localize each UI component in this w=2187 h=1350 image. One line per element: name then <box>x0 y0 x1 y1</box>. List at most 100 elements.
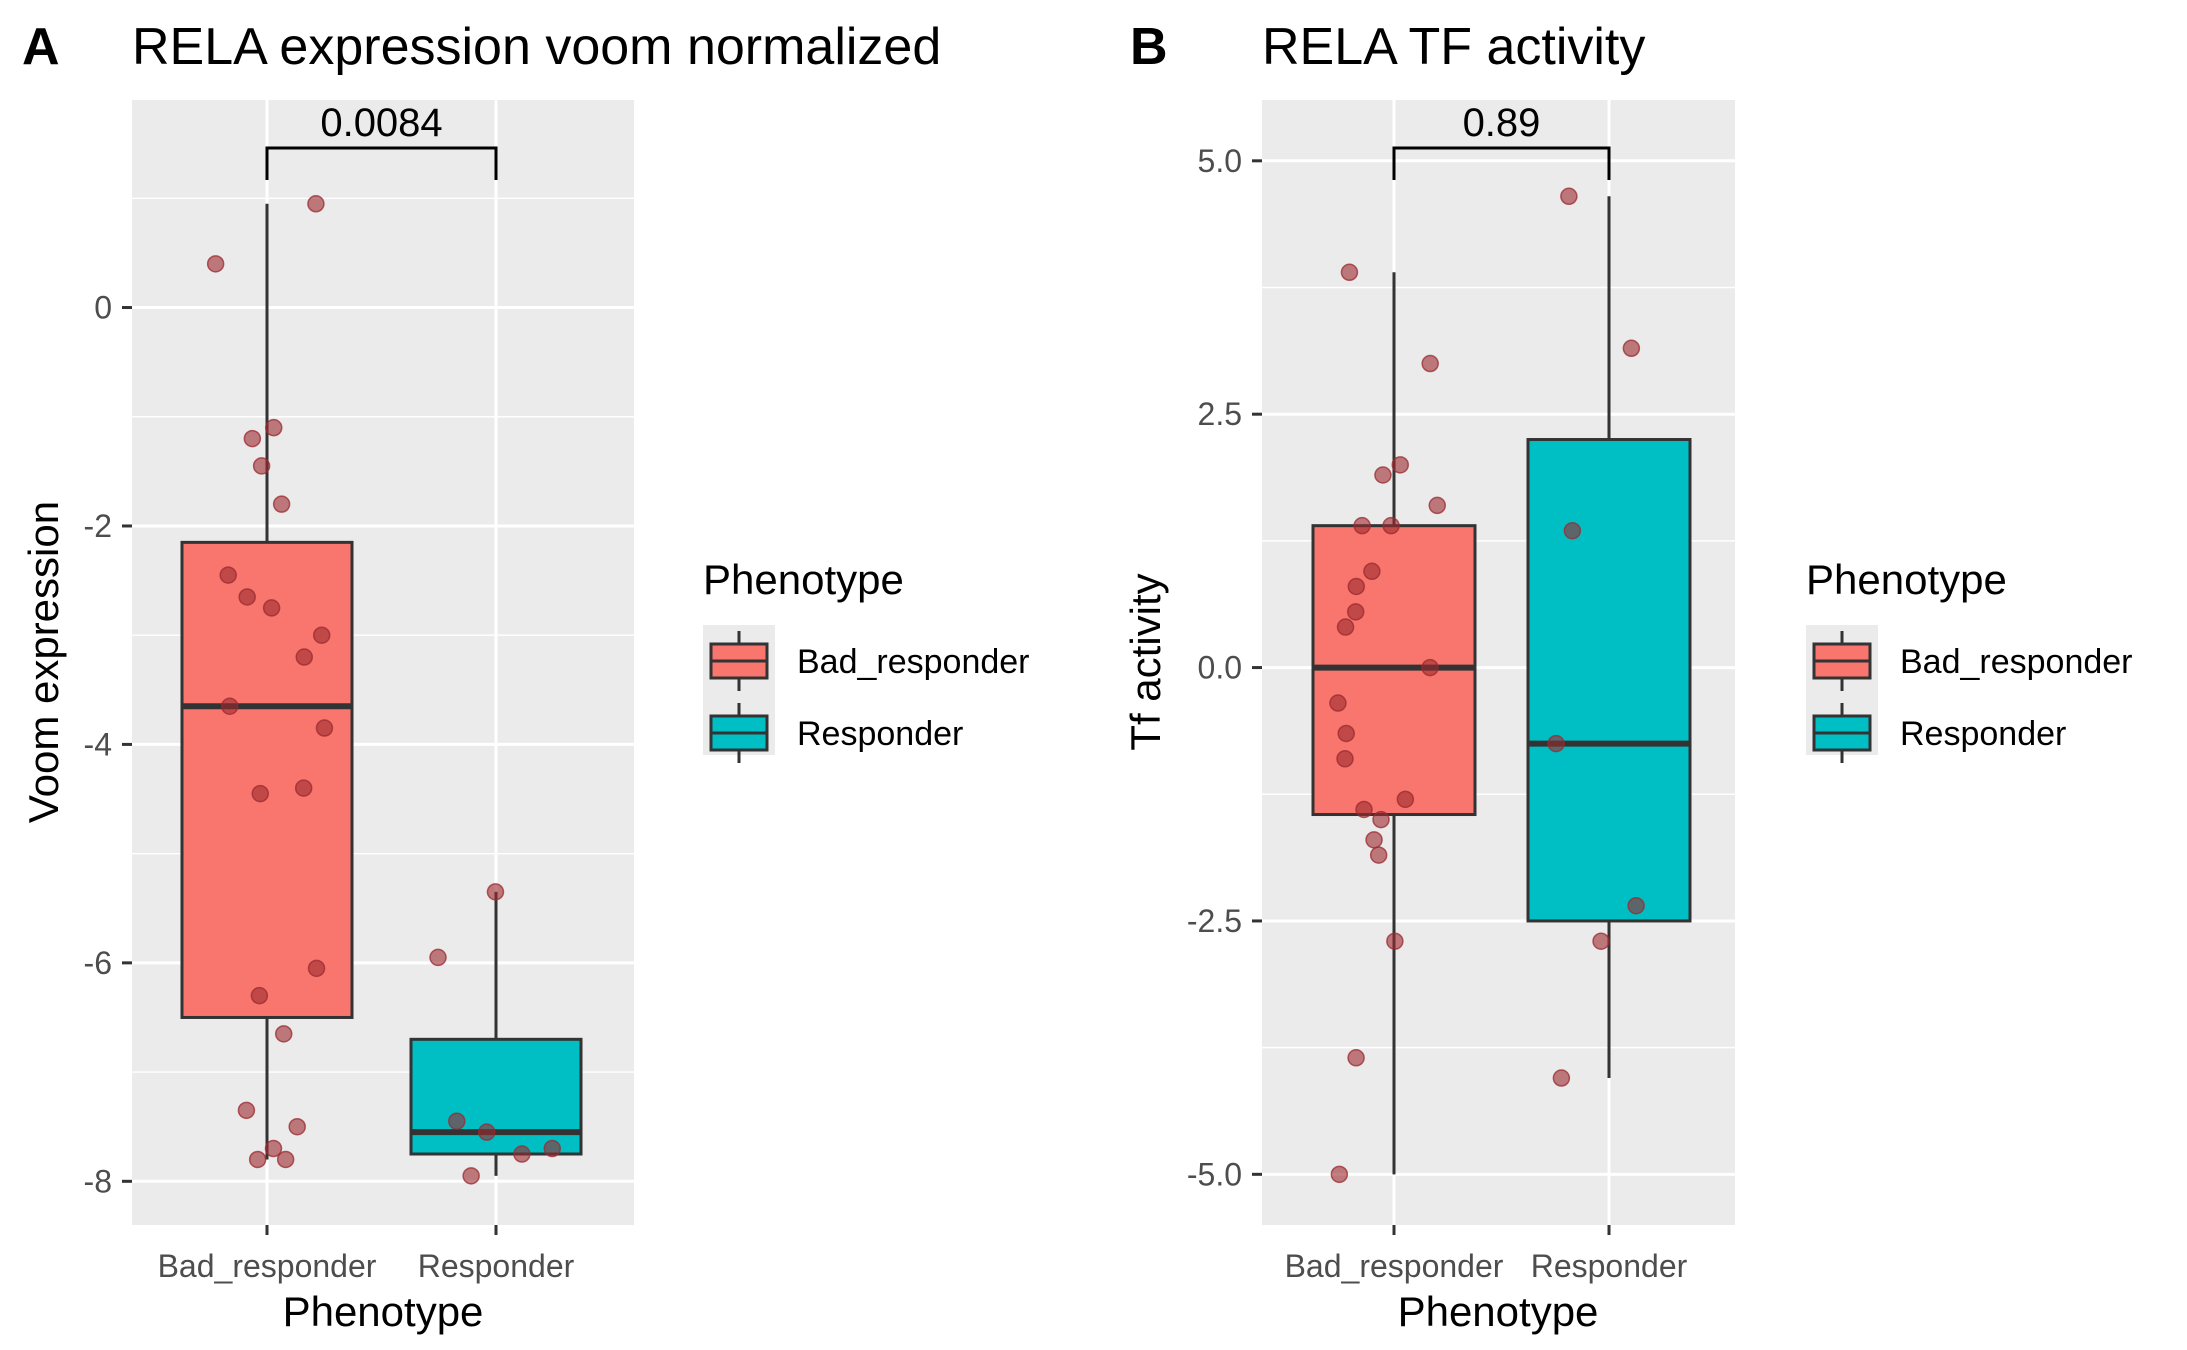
data-point-responder <box>429 948 447 967</box>
panel-b-title: RELA TF activity <box>1262 18 1645 76</box>
data-point-bad-responder <box>248 1150 267 1169</box>
data-point-bad-responder <box>251 784 270 803</box>
data-point-bad-responder <box>1396 790 1415 809</box>
panel-b-y-ticks: 5.0 2.5 0.0 -2.5 -5.0 <box>1187 143 1262 1192</box>
panel-a-x-ticks: Bad_responder Responder <box>158 1225 575 1284</box>
data-point-bad-responder <box>1340 263 1359 282</box>
y-tick-label: 5.0 <box>1198 143 1242 179</box>
data-point-bad-responder <box>1428 496 1447 515</box>
data-point-bad-responder <box>1386 932 1404 950</box>
panel-b-legend: Phenotype Bad_responder Responder <box>1806 556 2133 763</box>
data-point-responder <box>1622 339 1641 358</box>
box-responder <box>1526 438 1692 923</box>
data-point-bad-responder <box>307 959 326 978</box>
y-tick-label: -2.5 <box>1187 903 1242 939</box>
data-point-responder <box>1547 734 1565 753</box>
data-point-bad-responder <box>250 986 269 1005</box>
panel-b-legend-title: Phenotype <box>1806 556 2007 603</box>
panel-a-p-value: 0.0084 <box>320 101 442 145</box>
data-point-bad-responder <box>1369 846 1388 864</box>
x-tick-label-bad-responder: Bad_responder <box>1285 1248 1504 1284</box>
panel-a-comparison-bracket <box>265 146 498 180</box>
y-tick-label: -8 <box>84 1163 112 1199</box>
data-point-bad-responder <box>1355 800 1373 819</box>
panel-b-comparison-bracket <box>1392 146 1611 180</box>
data-point-bad-responder <box>1365 831 1383 849</box>
data-point-responder <box>448 1112 466 1130</box>
panel-b: B RELA TF activity 0.89 5.0 2.5 0.0 -2.5 -5.… <box>1122 18 1735 1335</box>
panel-a-legend-keys <box>709 631 769 763</box>
data-point-bad-responder <box>294 779 313 797</box>
box-bad-responder <box>180 540 354 1019</box>
x-tick-label-bad-responder: Bad_responder <box>158 1248 377 1284</box>
data-point-bad-responder <box>206 255 225 273</box>
panel-a-legend-title: Phenotype <box>703 556 904 603</box>
y-tick-label: 0 <box>94 290 112 326</box>
data-point-responder <box>1563 521 1582 540</box>
data-point-bad-responder <box>243 429 262 448</box>
data-point-bad-responder <box>276 1150 295 1169</box>
x-tick-label-responder: Responder <box>1531 1248 1688 1284</box>
data-point-bad-responder <box>252 457 271 475</box>
data-point-bad-responder <box>295 648 314 666</box>
data-point-bad-responder <box>1372 810 1390 829</box>
panel-a-legend-label-bad-responder: Bad_responder <box>797 643 1030 681</box>
data-point-bad-responder <box>272 495 291 513</box>
panel-b-letter: B <box>1130 18 1168 76</box>
data-point-bad-responder <box>237 1101 256 1120</box>
data-point-bad-responder <box>315 719 334 737</box>
y-tick-label: -2 <box>84 508 112 544</box>
y-tick-label: -5.0 <box>1187 1156 1242 1192</box>
y-tick-label: -6 <box>84 945 112 981</box>
data-point-bad-responder <box>264 1139 283 1158</box>
data-point-bad-responder <box>262 599 281 617</box>
panel-a-y-ticks: 0 -2 -4 -6 -8 <box>84 290 132 1199</box>
data-point-responder <box>477 1123 496 1141</box>
data-point-bad-responder <box>1374 466 1392 484</box>
data-point-bad-responder <box>1363 562 1381 581</box>
data-point-bad-responder <box>1329 694 1347 712</box>
data-point-bad-responder <box>1353 516 1371 535</box>
data-point-bad-responder <box>1391 456 1410 474</box>
panel-a-legend-label-responder: Responder <box>797 715 963 753</box>
data-point-responder <box>1592 932 1610 950</box>
panel-a-x-axis-title: Phenotype <box>283 1288 484 1335</box>
panel-b-x-axis-title: Phenotype <box>1398 1288 1599 1335</box>
data-point-bad-responder <box>1337 724 1355 743</box>
y-tick-label: 2.5 <box>1198 396 1242 432</box>
data-point-bad-responder <box>274 1025 293 1043</box>
data-point-bad-responder <box>288 1117 306 1136</box>
data-point-bad-responder <box>1336 750 1354 768</box>
panel-a-title: RELA expression voom normalized <box>132 18 941 76</box>
data-point-responder <box>1627 896 1645 915</box>
data-point-bad-responder <box>265 418 283 437</box>
box-responder <box>409 1037 583 1156</box>
data-point-bad-responder <box>238 588 256 606</box>
data-point-responder <box>486 883 505 901</box>
data-point-responder <box>1560 187 1578 206</box>
data-point-responder <box>543 1139 562 1158</box>
panel-a-points <box>206 195 562 1185</box>
data-point-bad-responder <box>1347 577 1366 596</box>
panel-b-points <box>1329 187 1645 1184</box>
data-point-responder <box>513 1145 531 1163</box>
panel-a-boxes <box>180 203 583 1176</box>
data-point-responder <box>462 1167 480 1185</box>
panel-b-legend-label-bad-responder: Bad_responder <box>1900 643 2133 681</box>
data-point-bad-responder <box>1421 354 1439 373</box>
comparison-bracket-line <box>1392 146 1611 180</box>
panel-b-y-axis-title: Tf activity <box>1122 573 1169 750</box>
data-point-bad-responder <box>1347 1049 1365 1067</box>
data-point-bad-responder <box>219 566 237 584</box>
data-point-bad-responder <box>1336 618 1355 636</box>
data-point-bad-responder <box>312 626 331 644</box>
data-point-bad-responder <box>307 195 325 213</box>
data-point-bad-responder <box>1382 516 1400 535</box>
panel-a: A RELA expression voom normalized 0.0084… <box>20 18 941 1335</box>
data-point-bad-responder <box>221 697 239 715</box>
data-point-bad-responder <box>1346 603 1365 621</box>
x-tick-label-responder: Responder <box>418 1248 575 1284</box>
panel-b-legend-label-responder: Responder <box>1900 715 2066 753</box>
panel-b-p-value: 0.89 <box>1463 101 1541 145</box>
panel-b-boxes <box>1311 196 1692 1175</box>
